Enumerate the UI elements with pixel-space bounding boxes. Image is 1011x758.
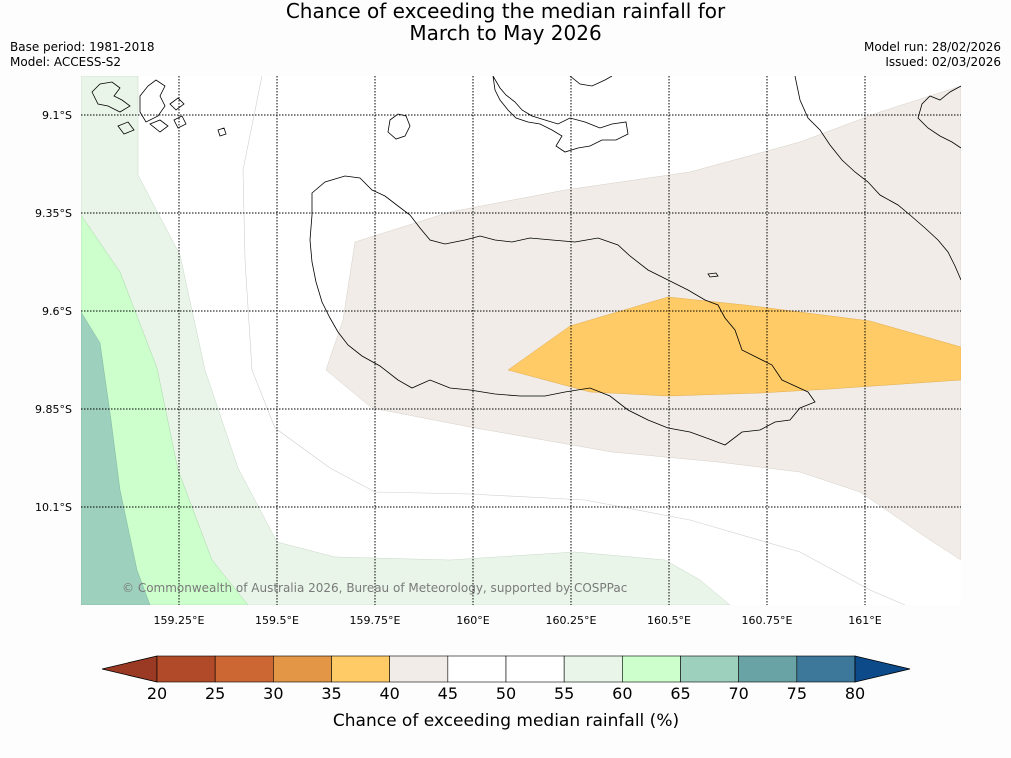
colorbar-segment (622, 655, 681, 683)
colorbar-over-arrow (854, 655, 911, 683)
lat-label-9-6: 9.6°S (42, 305, 72, 318)
colorbar-tick-label: 75 (787, 684, 807, 703)
meta-left: Base period: 1981-2018 Model: ACCESS-S2 (10, 40, 155, 70)
coastline-west-islands (91, 79, 227, 137)
model-run: Model run: 28/02/2026 (863, 40, 1001, 54)
map-area: © Commonwealth of Australia 2026, Bureau… (81, 76, 961, 605)
coastline-round-island (387, 113, 411, 140)
colorbar-tick-label: 30 (263, 684, 283, 703)
colorbar-segment (389, 655, 449, 683)
colorbar-segment (738, 655, 798, 683)
title-line-1: Chance of exceeding the median rainfall … (285, 0, 726, 23)
colorbar-tick-label: 65 (670, 684, 690, 703)
lon-label-160-75: 160.75°E (742, 614, 793, 627)
colorbar-segment (563, 655, 623, 683)
lon-label-160-5: 160.5°E (647, 614, 691, 627)
colorbar-segment (447, 655, 507, 683)
colorbar-segment (331, 655, 390, 683)
colorbar-tick-label: 60 (612, 684, 632, 703)
colorbar-tick-label: 45 (438, 684, 458, 703)
coastline-east-island (794, 76, 961, 281)
lon-label-160-25: 160.25°E (546, 614, 597, 627)
title-line-2: March to May 2026 (409, 21, 602, 45)
colorbar-segment (156, 655, 216, 683)
colorbar-title: Chance of exceeding median rainfall (%) (333, 711, 679, 731)
lat-label-9-1: 9.1°S (42, 109, 72, 122)
colorbar-tick-label: 50 (496, 684, 516, 703)
coastline-main-island (309, 175, 816, 446)
lon-labels: 159.25°E 159.5°E 159.75°E 160°E 160.25°E… (154, 614, 882, 627)
colorbar: 20 25 30 35 40 45 50 55 60 65 70 75 80 Chance of exc… (101, 655, 911, 731)
contour-line-west (242, 76, 906, 605)
band-65-70 (81, 311, 151, 605)
band-35-40 (507, 296, 961, 397)
coastline-north-islets (569, 76, 613, 87)
lon-label-159-75: 159.75°E (350, 614, 401, 627)
colorbar-segment (796, 655, 856, 683)
lat-label-10-1: 10.1°S (35, 501, 72, 514)
lon-label-159-25: 159.25°E (154, 614, 205, 627)
colorbar-segment (214, 655, 274, 683)
colorbar-tick-label: 35 (321, 684, 341, 703)
lon-label-159-5: 159.5°E (255, 614, 299, 627)
colorbar-tick-label: 40 (379, 684, 399, 703)
base-period: Base period: 1981-2018 (10, 40, 155, 54)
copyright-text: © Commonwealth of Australia 2026, Bureau… (122, 581, 627, 595)
graticule (81, 76, 961, 605)
lat-label-9-85: 9.85°S (35, 403, 72, 416)
colorbar-segments (156, 655, 856, 683)
colorbar-segment (273, 655, 332, 683)
chart-title: Chance of exceeding the median rainfall … (0, 0, 1011, 44)
colorbar-tick-label: 25 (205, 684, 225, 703)
colorbar-tick-label: 80 (845, 684, 865, 703)
colorbar-tick-label: 70 (728, 684, 748, 703)
coastline-north-islands (492, 76, 629, 153)
colorbar-tick-label: 55 (554, 684, 574, 703)
lon-label-160: 160°E (456, 614, 489, 627)
meta-right: Model run: 28/02/2026 Issued: 02/03/2026 (864, 40, 1001, 70)
lat-labels: 9.1°S 9.35°S 9.6°S 9.85°S 10.1°S (35, 109, 72, 514)
lon-label-161: 161°E (848, 614, 881, 627)
lat-label-9-35: 9.35°S (35, 207, 72, 220)
colorbar-tick-label: 20 (147, 684, 167, 703)
colorbar-tick-labels: 20 25 30 35 40 45 50 55 60 65 70 75 80 (147, 684, 865, 703)
colorbar-segment (505, 655, 565, 683)
issued-date: Issued: 02/03/2026 (885, 55, 1001, 69)
coastline-small-islet (707, 272, 719, 278)
colorbar-under-arrow (101, 655, 158, 683)
model-name: Model: ACCESS-S2 (10, 55, 122, 69)
colorbar-segment (680, 655, 739, 683)
